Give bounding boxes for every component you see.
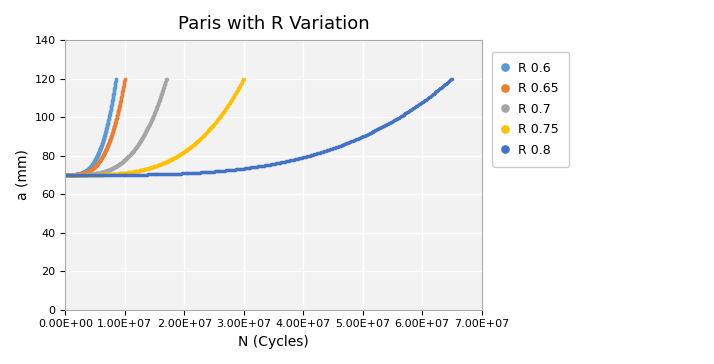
R 0.75 xyxy=(132,169,141,173)
Line: R 0.6: R 0.6 xyxy=(64,77,118,177)
Line: R 0.65: R 0.65 xyxy=(64,77,126,177)
R 0.6 xyxy=(67,173,76,177)
R 0.65 xyxy=(69,173,77,177)
R 0.75 xyxy=(239,76,248,81)
R 0.6 xyxy=(93,154,101,158)
R 0.7 xyxy=(135,141,144,146)
R 0.75 xyxy=(174,154,182,158)
Legend: R 0.6, R 0.65, R 0.7, R 0.75, R 0.8: R 0.6, R 0.65, R 0.7, R 0.75, R 0.8 xyxy=(492,52,569,167)
R 0.6 xyxy=(111,76,120,81)
R 0.65 xyxy=(121,76,129,81)
R 0.7 xyxy=(134,142,143,146)
Line: R 0.7: R 0.7 xyxy=(64,77,169,177)
R 0.6 xyxy=(98,142,106,146)
R 0.7 xyxy=(61,173,70,177)
R 0.75 xyxy=(119,171,128,175)
R 0.75 xyxy=(61,173,70,177)
Line: R 0.8: R 0.8 xyxy=(64,77,453,177)
R 0.75 xyxy=(190,142,198,146)
R 0.7 xyxy=(94,171,103,175)
Y-axis label: a (mm): a (mm) xyxy=(15,150,29,200)
R 0.8 xyxy=(61,173,70,177)
R 0.8 xyxy=(304,154,313,158)
R 0.65 xyxy=(104,142,113,146)
R 0.65 xyxy=(99,154,107,158)
R 0.65 xyxy=(85,169,94,173)
R 0.8 xyxy=(448,76,456,81)
X-axis label: N (Cycles): N (Cycles) xyxy=(238,335,309,349)
R 0.7 xyxy=(125,154,134,158)
R 0.7 xyxy=(74,173,82,177)
R 0.6 xyxy=(61,173,70,177)
R 0.7 xyxy=(162,76,171,81)
R 0.6 xyxy=(78,171,86,175)
Line: R 0.75: R 0.75 xyxy=(64,77,246,177)
R 0.75 xyxy=(83,173,91,177)
R 0.6 xyxy=(98,141,106,146)
R 0.8 xyxy=(187,171,196,175)
R 0.6 xyxy=(81,169,90,173)
R 0.75 xyxy=(191,141,199,146)
Title: Paris with R Variation: Paris with R Variation xyxy=(178,15,369,33)
R 0.65 xyxy=(104,141,113,146)
R 0.65 xyxy=(61,173,70,177)
R 0.8 xyxy=(108,173,116,177)
R 0.8 xyxy=(340,142,348,146)
R 0.8 xyxy=(342,141,351,146)
R 0.7 xyxy=(101,169,110,173)
R 0.65 xyxy=(81,171,89,175)
R 0.8 xyxy=(214,169,223,173)
